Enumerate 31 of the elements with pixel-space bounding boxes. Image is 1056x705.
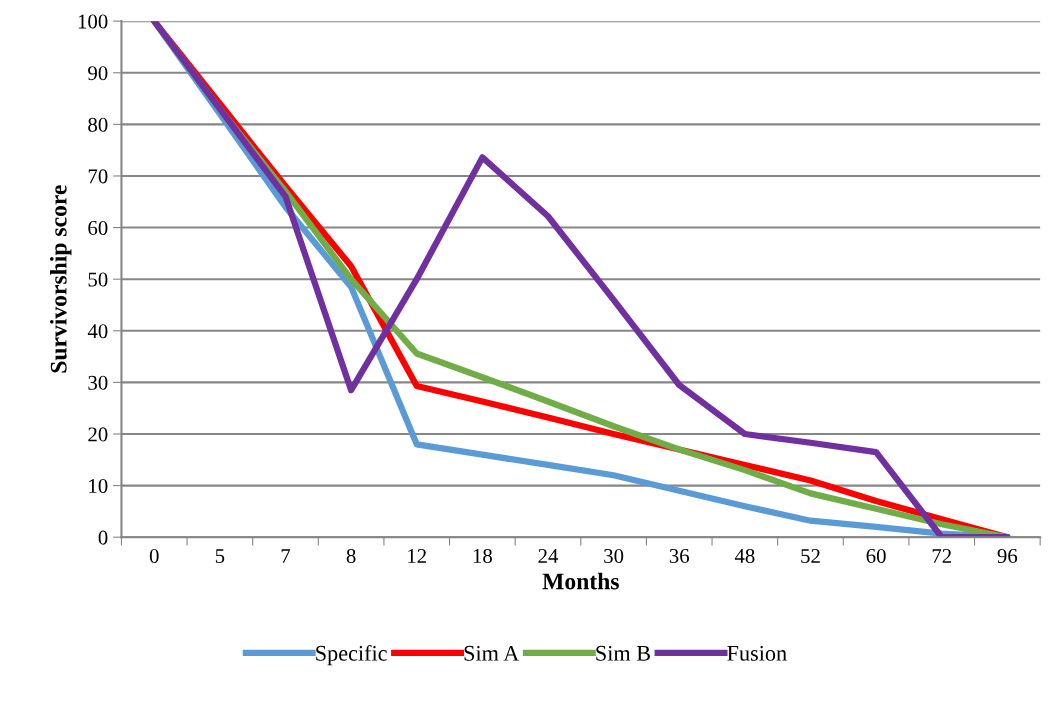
x-tick-label: 18 <box>473 548 492 563</box>
x-tick-label: 96 <box>997 548 1018 563</box>
y-tick-label: 100 <box>78 14 108 29</box>
y-tick-label: 30 <box>88 375 108 390</box>
y-tick-label: 70 <box>88 169 108 184</box>
x-tick-label: 5 <box>215 549 225 563</box>
y-tick-label: 20 <box>88 427 108 442</box>
legend-label: Fusion <box>727 645 787 661</box>
y-tick-label: 40 <box>87 324 108 339</box>
x-tick-label: 52 <box>801 548 820 563</box>
x-tick-label: 60 <box>866 548 886 563</box>
x-tick-label: 12 <box>408 548 427 563</box>
x-tick-label: 0 <box>149 548 159 563</box>
x-tick-label: 36 <box>669 548 690 563</box>
x-tick-label: 30 <box>604 548 624 563</box>
x-tick-label: 24 <box>538 548 559 563</box>
y-tick-label: 90 <box>88 66 108 81</box>
x-tick-label: 48 <box>734 548 755 563</box>
x-axis-title: Months <box>542 572 619 590</box>
x-tick-label: 72 <box>932 548 951 563</box>
legend-label: Sim A <box>464 645 520 661</box>
y-axis-title: Survivorship score <box>50 185 72 373</box>
y-tick-label: 10 <box>89 478 108 494</box>
y-tick-label: 0 <box>98 530 108 545</box>
y-tick-label: 80 <box>88 117 108 132</box>
x-tick-label: 8 <box>346 548 356 563</box>
x-tick-label: 7 <box>281 549 291 563</box>
y-tick-label: 50 <box>88 272 108 287</box>
legend-label: Specific <box>316 644 387 666</box>
legend-label: Sim B <box>596 645 650 661</box>
y-tick-label: 60 <box>88 220 108 236</box>
